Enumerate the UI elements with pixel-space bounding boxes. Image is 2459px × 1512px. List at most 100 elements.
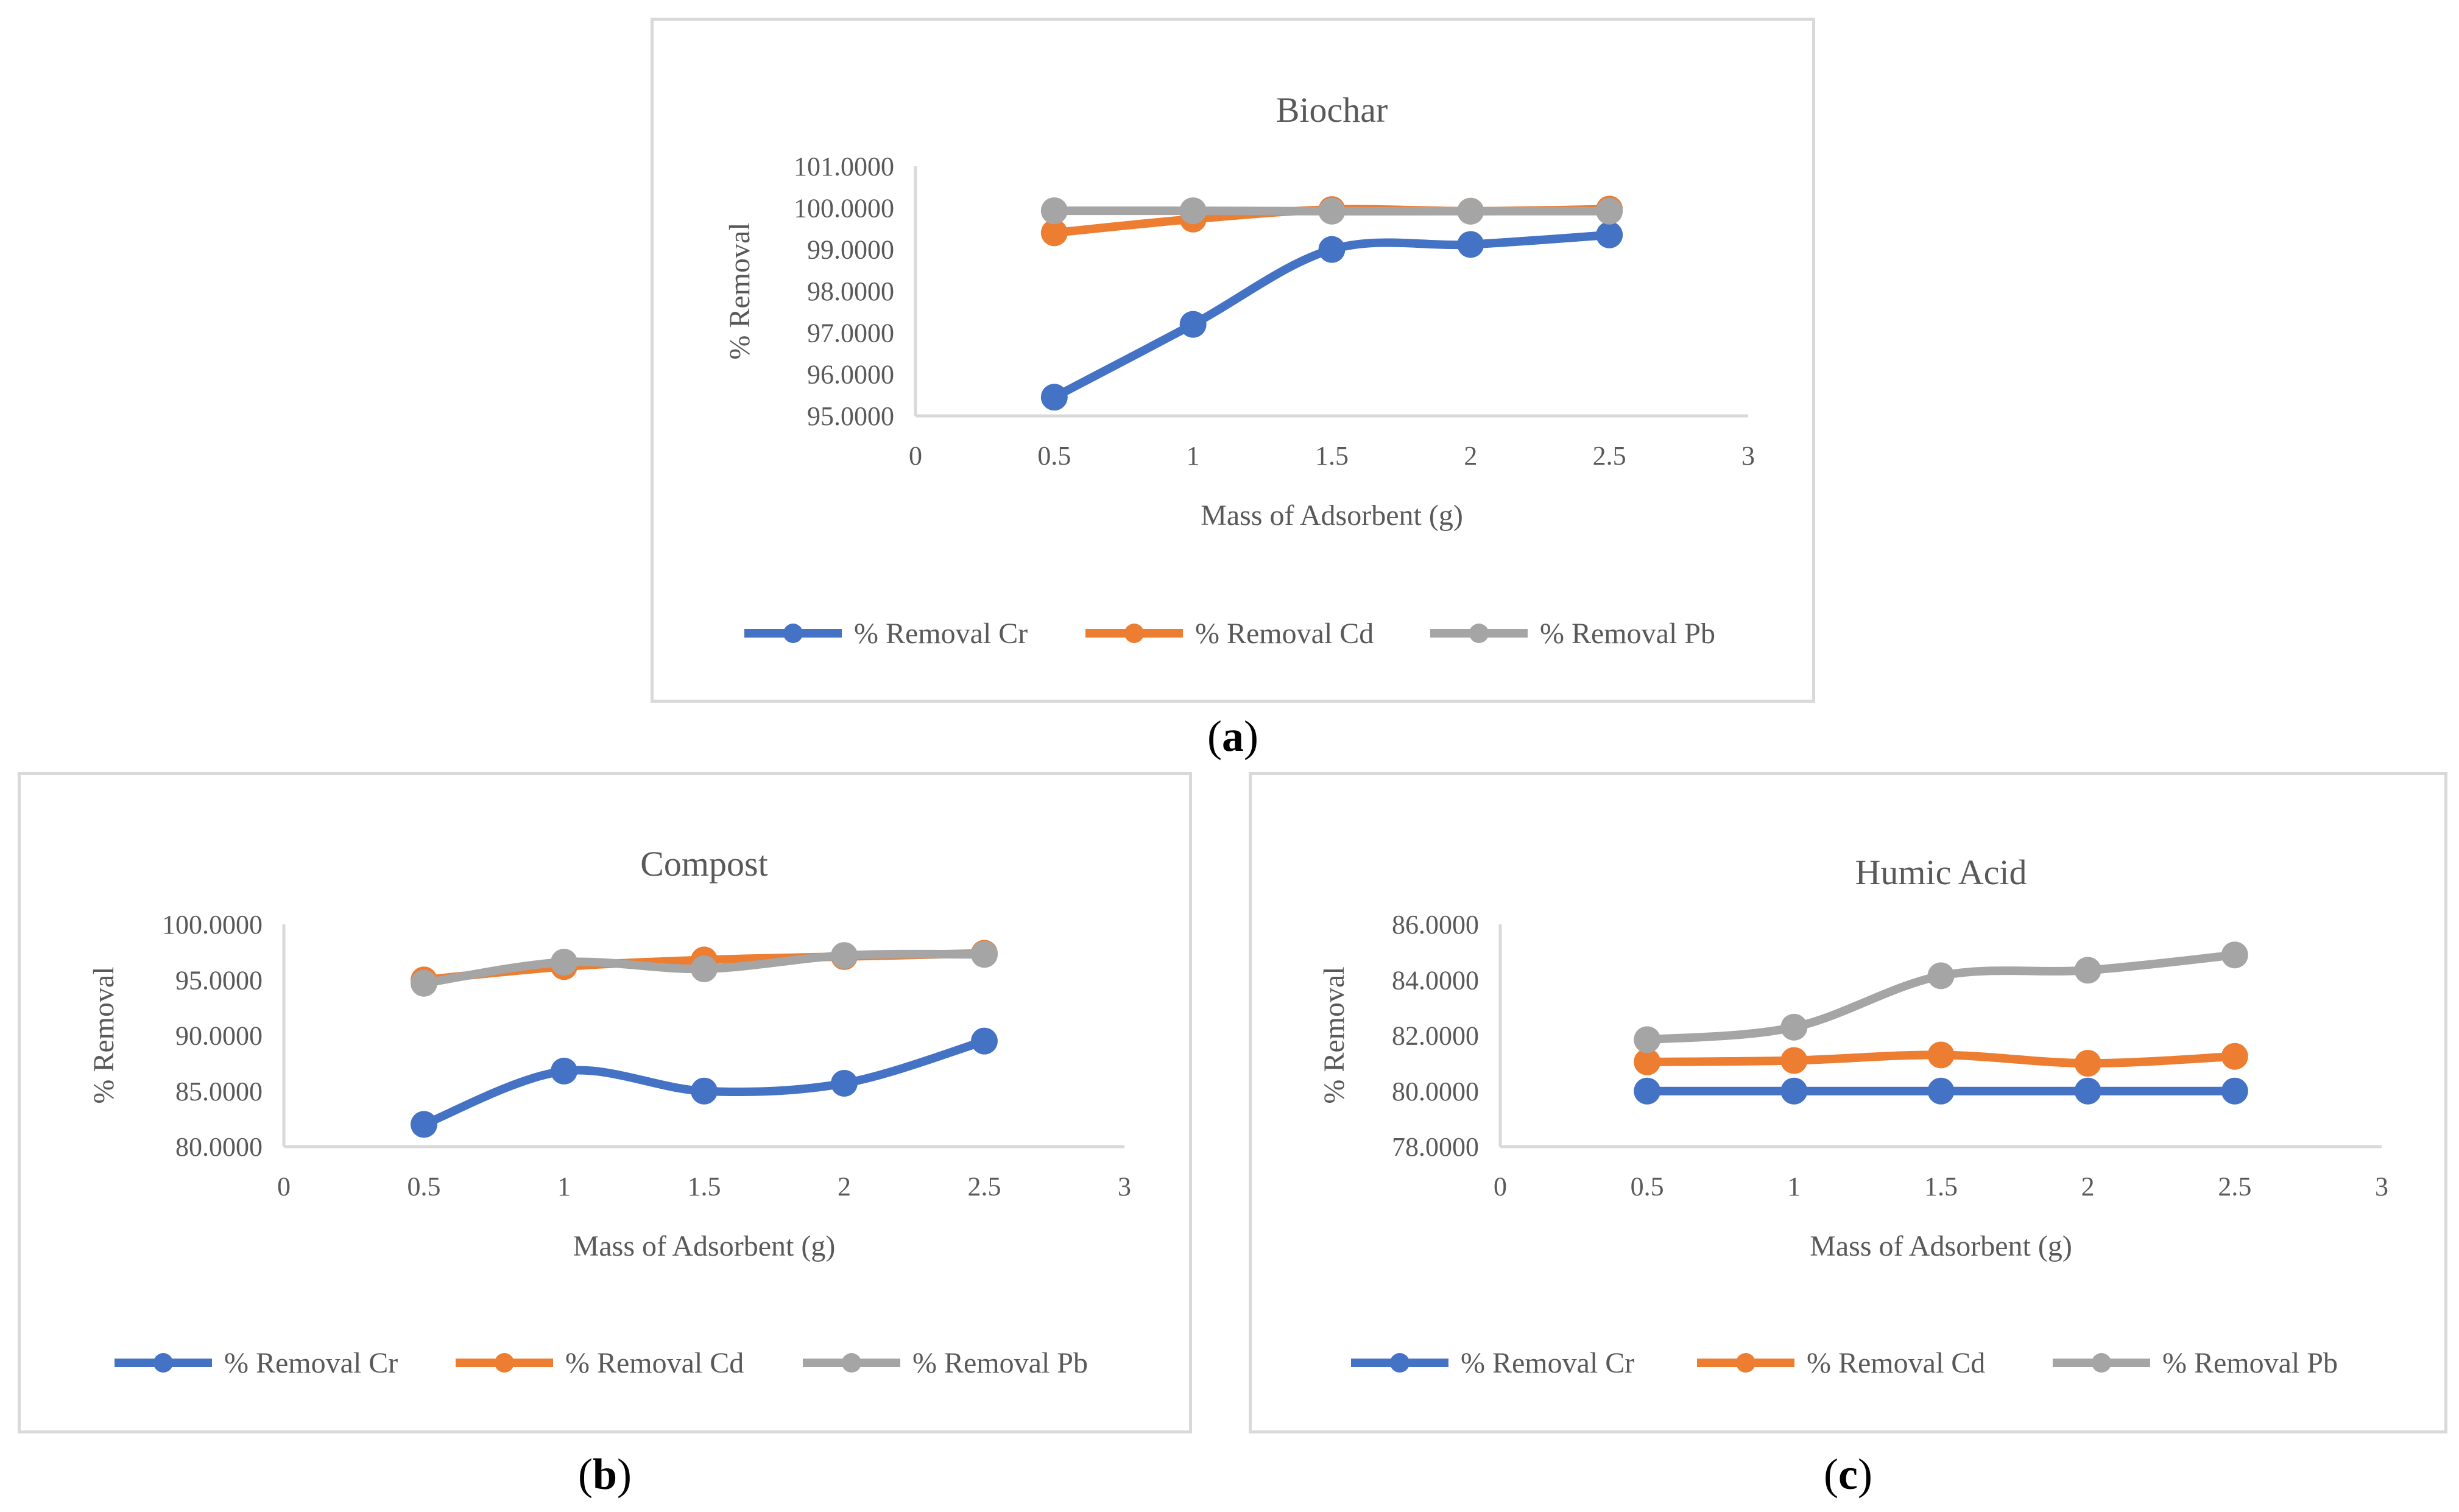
- legend-marker: [2092, 1353, 2111, 1373]
- data-point: [2221, 1077, 2248, 1105]
- y-tick-label: 78.0000: [1392, 1132, 1479, 1162]
- y-tick-label: 95.0000: [807, 401, 894, 431]
- y-tick-label: 95.0000: [175, 965, 263, 995]
- data-point: [971, 941, 998, 968]
- data-point: [1596, 221, 1623, 248]
- legend-label: % Removal Cr: [1461, 1347, 1634, 1379]
- x-tick-label: 0.5: [1631, 1172, 1664, 1201]
- x-tick-label: 2.5: [1593, 441, 1626, 471]
- data-point: [2074, 957, 2101, 984]
- legend-label: % Removal Pb: [2162, 1347, 2338, 1379]
- data-point: [1927, 962, 1955, 990]
- x-axis-title: Mass of Adsorbent (g): [573, 1230, 836, 1262]
- data-point: [2074, 1050, 2101, 1077]
- data-point: [551, 1057, 577, 1085]
- y-tick-label: 98.0000: [807, 276, 894, 306]
- x-tick-label: 2: [838, 1172, 851, 1201]
- x-tick-label: 0.5: [407, 1172, 441, 1201]
- caption-b: (b): [577, 1450, 632, 1499]
- data-point: [2074, 1077, 2101, 1105]
- y-tick-label: 86.0000: [1392, 910, 1479, 940]
- x-tick-label: 3: [2375, 1172, 2388, 1201]
- x-tick-label: 0: [277, 1172, 291, 1201]
- legend-marker: [495, 1353, 514, 1373]
- data-point: [1457, 231, 1484, 258]
- data-point: [1318, 197, 1346, 225]
- chart-title: Compost: [640, 844, 768, 884]
- y-tick-label: 80.0000: [175, 1132, 263, 1162]
- chart-title: Biochar: [1276, 90, 1388, 130]
- y-axis-title: % Removal: [724, 222, 756, 359]
- y-tick-label: 97.0000: [807, 318, 894, 348]
- data-point: [1634, 1077, 1661, 1105]
- data-point: [1634, 1026, 1661, 1053]
- legend-marker: [1469, 624, 1489, 643]
- data-point: [1780, 1077, 1808, 1105]
- data-point: [691, 955, 718, 982]
- chart-panel-compost: [18, 772, 1192, 1433]
- caption-c: (c): [1824, 1450, 1872, 1499]
- x-tick-label: 2.5: [2218, 1172, 2251, 1201]
- y-tick-label: 100.0000: [162, 910, 263, 940]
- data-point: [691, 1077, 718, 1105]
- y-tick-label: 84.0000: [1392, 965, 1479, 995]
- x-tick-label: 1.5: [1924, 1172, 1958, 1201]
- legend-marker: [1124, 624, 1144, 643]
- y-tick-label: 101.0000: [794, 152, 894, 181]
- x-tick-label: 3: [1118, 1172, 1131, 1201]
- data-point: [2221, 941, 2248, 969]
- x-tick-label: 2: [1464, 441, 1477, 471]
- legend-label: % Removal Cr: [224, 1347, 398, 1379]
- x-tick-label: 3: [1741, 441, 1755, 471]
- data-point: [831, 1069, 858, 1097]
- y-tick-label: 96.0000: [807, 360, 894, 390]
- x-tick-label: 2: [2081, 1172, 2095, 1201]
- data-point: [1040, 384, 1068, 411]
- chart-panel-biochar: [651, 18, 1815, 703]
- y-tick-label: 85.0000: [175, 1077, 263, 1106]
- data-point: [1634, 1048, 1661, 1075]
- x-tick-label: 1.5: [1315, 441, 1349, 471]
- data-point: [1179, 311, 1207, 338]
- data-point: [1457, 197, 1484, 225]
- y-tick-label: 82.0000: [1392, 1021, 1479, 1051]
- x-tick-label: 2.5: [968, 1172, 1001, 1201]
- x-tick-label: 1: [1187, 441, 1200, 471]
- legend-marker: [783, 624, 803, 643]
- legend-marker: [153, 1353, 173, 1373]
- caption-a: (a): [1207, 712, 1258, 761]
- data-point: [1318, 236, 1346, 263]
- chart-1: Compost 80.0000 85.0000 90.0000 95.0000 100.0…: [88, 844, 1131, 1379]
- y-tick-label: 90.0000: [175, 1021, 263, 1051]
- data-point: [1179, 197, 1207, 225]
- x-tick-label: 0: [1494, 1172, 1507, 1201]
- legend-marker: [1736, 1353, 1755, 1373]
- data-point: [1780, 1013, 1808, 1041]
- legend-label: % Removal Pb: [1540, 617, 1715, 650]
- y-tick-label: 99.0000: [807, 235, 894, 265]
- data-point: [1040, 197, 1068, 225]
- data-point: [551, 949, 577, 976]
- chart-panel-humic-acid: [1249, 772, 2447, 1433]
- y-axis-title: % Removal: [88, 966, 120, 1103]
- legend-marker: [842, 1353, 861, 1373]
- data-point: [1040, 219, 1068, 247]
- legend-label: % Removal Pb: [912, 1347, 1088, 1379]
- data-point: [831, 942, 858, 969]
- chart-2: Humic Acid 78.0000 80.0000 82.0000 84.0000 86…: [1318, 853, 2388, 1379]
- y-axis-title: % Removal: [1318, 966, 1350, 1103]
- x-tick-label: 1: [1787, 1172, 1801, 1201]
- y-tick-label: 100.0000: [794, 193, 894, 223]
- legend-label: % Removal Cd: [1195, 617, 1374, 650]
- x-tick-label: 1.5: [688, 1172, 721, 1201]
- data-point: [1927, 1041, 1955, 1069]
- chart-0: Biochar 95.0000 96.0000 97.0000 98.0000 99.00…: [724, 90, 1755, 650]
- data-point: [971, 1027, 998, 1055]
- data-point: [1780, 1047, 1808, 1074]
- data-point: [2221, 1043, 2248, 1070]
- chart-title: Humic Acid: [1855, 853, 2027, 892]
- x-axis-title: Mass of Adsorbent (g): [1810, 1230, 2072, 1262]
- legend-label: % Removal Cd: [565, 1347, 744, 1379]
- legend-label: % Removal Cd: [1807, 1347, 1985, 1379]
